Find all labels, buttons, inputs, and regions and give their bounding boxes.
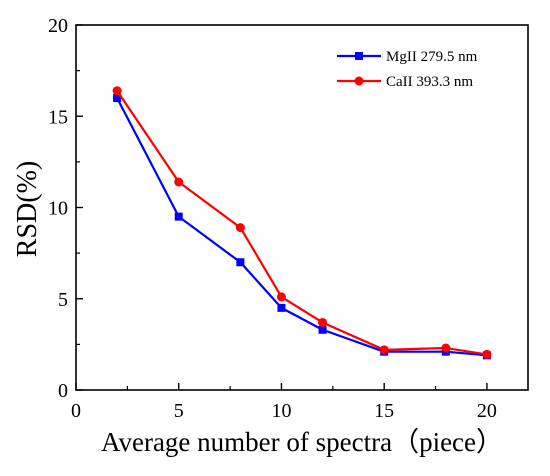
- series-line-1: [116, 90, 488, 356]
- data-point-circle: [441, 343, 451, 353]
- legend-label: CaII 393.3 nm: [386, 74, 473, 90]
- data-point-circle: [482, 349, 492, 359]
- data-point-circle: [112, 86, 122, 96]
- y-tick-label: 20: [48, 15, 68, 37]
- axes: 0 5 10 15 20 0 5 10 15 20: [48, 15, 529, 422]
- x-axis-title: Average number of spectra（piece）: [101, 427, 503, 457]
- data-point-circle: [318, 317, 328, 327]
- legend: MgII 279.5 nm CaII 393.3 nm: [337, 49, 478, 90]
- y-axis-title: RSD(%): [12, 161, 43, 257]
- legend-label: MgII 279.5 nm: [386, 49, 478, 65]
- x-tick-label: 15: [374, 400, 394, 422]
- data-point-square: [318, 325, 327, 334]
- y-tick-label: 0: [58, 380, 68, 402]
- data-point-square: [236, 258, 245, 267]
- y-tick-label: 10: [48, 198, 68, 220]
- data-point-square: [174, 212, 183, 221]
- data-point-circle: [235, 223, 245, 233]
- y-tick-label: 5: [58, 289, 68, 311]
- data-point-square: [277, 303, 286, 312]
- data-point-circle: [174, 177, 184, 187]
- x-tick-label: 10: [271, 400, 291, 422]
- y-tick-label: 15: [48, 106, 68, 128]
- legend-marker-circle: [354, 76, 364, 86]
- x-tick-label: 20: [477, 400, 497, 422]
- data-point-circle: [379, 345, 389, 355]
- series-line-0: [116, 97, 488, 357]
- data-point-square: [113, 94, 122, 102]
- data-point-circle: [276, 292, 286, 302]
- plot-area: [112, 86, 492, 360]
- x-tick-label: 0: [71, 400, 81, 422]
- legend-marker-square: [355, 52, 363, 60]
- x-tick-label: 5: [174, 400, 184, 422]
